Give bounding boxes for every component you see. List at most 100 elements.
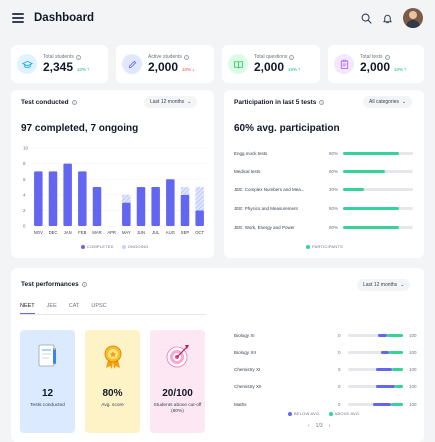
arrow-down-icon: 🡓 <box>192 66 195 72</box>
stat-card-total-tests: Total tests i 2,000 10% 🡑 <box>328 45 424 83</box>
stat-label: Total tests <box>360 54 383 60</box>
x-tick-label: APR <box>107 230 116 235</box>
participation-track <box>343 187 413 191</box>
subject-row: Biology XII 0 100 <box>234 347 418 357</box>
info-icon[interactable]: i <box>384 54 390 60</box>
participation-pct: 30% <box>329 186 339 192</box>
subject-min: 0 <box>338 349 341 355</box>
participation-pct: 80% <box>329 150 339 156</box>
participation-row: JEE: Physics and Measurement 80% <box>234 203 414 213</box>
kpi-students-above-cutoff: 20/100 Students above cut-off (80%) <box>150 330 205 433</box>
book-icon <box>228 54 248 74</box>
test-performances-panel: Test performances i Last 12 months ⌄ <box>11 268 424 442</box>
subject-max: 100 <box>409 366 417 372</box>
x-tick-label: JUN <box>137 230 145 235</box>
tab-cat[interactable]: CAT <box>68 303 80 309</box>
participation-label: Engg mock tests <box>234 150 268 156</box>
info-icon[interactable]: i <box>81 282 87 287</box>
kpi-label: Students above cut-off (80%) <box>153 403 202 414</box>
stat-label: Total students <box>43 54 74 60</box>
arrow-up-icon: 🡑 <box>298 66 301 72</box>
bar-completed <box>180 194 190 226</box>
chevron-down-icon: ⌄ <box>402 99 407 105</box>
subject-track <box>348 333 403 337</box>
chevron-right-icon[interactable]: › <box>328 423 331 429</box>
info-icon[interactable]: i <box>183 54 189 60</box>
info-icon[interactable]: i <box>71 100 77 105</box>
stat-card-active-students: Active students i 2,000 10% 🡓 <box>116 45 214 83</box>
participation-track <box>343 225 413 229</box>
bar-completed <box>166 179 175 226</box>
info-icon[interactable]: i <box>289 54 295 60</box>
period-dropdown[interactable]: Last 12 months ⌄ <box>144 96 198 108</box>
x-tick-label: DEC <box>49 230 58 235</box>
bar-completed <box>48 171 58 226</box>
kpi-value: 80% <box>102 388 123 399</box>
legend-completed: COMPLETED <box>81 244 114 249</box>
info-icon[interactable]: i <box>75 54 81 60</box>
panel-title: Participation in last 5 tests <box>234 99 317 106</box>
exam-tabs: NEET JEE CAT UPSC <box>20 303 107 314</box>
category-dropdown[interactable]: All categories ⌄ <box>363 96 413 108</box>
subject-min: 0 <box>338 401 341 407</box>
subject-below-bar <box>381 350 390 354</box>
subject-above-bar <box>392 367 403 371</box>
period-dropdown[interactable]: Last 12 months ⌄ <box>357 279 411 291</box>
trend-badge: 10% 🡑 <box>77 66 90 73</box>
page-title: Dashboard <box>34 12 95 24</box>
x-tick-label: OCT <box>195 230 204 235</box>
arrow-up-icon: 🡑 <box>87 66 90 72</box>
stat-card-total-students: Total students i 2,345 10% 🡑 <box>11 45 108 83</box>
x-tick-label: JAN <box>64 230 72 235</box>
tab-divider <box>20 314 206 315</box>
subject-min: 0 <box>338 383 341 389</box>
subject-label: Maths <box>234 401 247 407</box>
clipboard-icon <box>334 54 354 74</box>
participation-track <box>343 169 413 173</box>
subject-track <box>348 402 403 406</box>
participation-label: JEE: Complex Numbers and Mea... <box>234 186 305 192</box>
bell-icon[interactable] <box>382 13 393 24</box>
subject-label: Biology XI <box>234 332 255 338</box>
x-tick-label: AUG <box>166 230 175 235</box>
tab-neet[interactable]: NEET <box>20 303 35 314</box>
legend-participants: PARTICIPANTS <box>306 244 343 249</box>
menu-icon[interactable] <box>12 13 24 23</box>
kpi-avg-score: 80% Avg. score <box>85 330 140 433</box>
x-tick-label: NOV <box>34 230 43 235</box>
participation-pct: 80% <box>329 205 339 211</box>
graduation-cap-icon <box>17 54 37 74</box>
subject-min: 0 <box>338 366 341 372</box>
chevron-left-icon[interactable]: ‹ <box>308 423 310 429</box>
tab-upsc[interactable]: UPSC <box>91 303 107 309</box>
panel-title: Test conducted <box>21 99 69 106</box>
bar-ongoing <box>122 194 131 203</box>
search-icon[interactable] <box>361 13 372 24</box>
trend-badge: 10% 🡓 <box>182 66 195 73</box>
pagination: ‹ 1/3 › <box>308 423 330 429</box>
y-tick-label: 8 <box>23 161 26 166</box>
bar-completed <box>195 210 204 226</box>
avatar[interactable] <box>403 8 423 28</box>
subject-track <box>348 350 403 354</box>
chevron-down-icon: ⌄ <box>400 282 405 288</box>
arrow-up-icon: 🡑 <box>404 66 407 72</box>
subject-row: Maths 0 100 <box>234 399 418 409</box>
stat-card-total-questions: Total questions i 2,000 19% 🡑 <box>222 45 320 83</box>
subject-max: 100 <box>409 401 417 407</box>
participation-row: Medical tests 60% <box>234 166 414 176</box>
participation-label: JEE: Physics and Measurement <box>234 205 298 211</box>
subject-above-bar <box>389 350 403 354</box>
participation-fill <box>343 225 399 229</box>
kpi-value: 12 <box>41 388 54 399</box>
y-tick-label: 10 <box>23 146 29 151</box>
info-icon[interactable]: i <box>319 100 325 105</box>
subject-row: Biology XI 0 100 <box>234 330 418 340</box>
trend-badge: 19% 🡑 <box>288 66 301 73</box>
panel-title: Test performances <box>21 281 79 288</box>
bar-completed <box>63 163 72 226</box>
tab-jee[interactable]: JEE <box>46 303 57 309</box>
participation-fill <box>343 151 399 155</box>
legend-below-avg: BELOW AVG. <box>288 411 321 416</box>
kpi-label: Tests conducted <box>30 403 65 408</box>
